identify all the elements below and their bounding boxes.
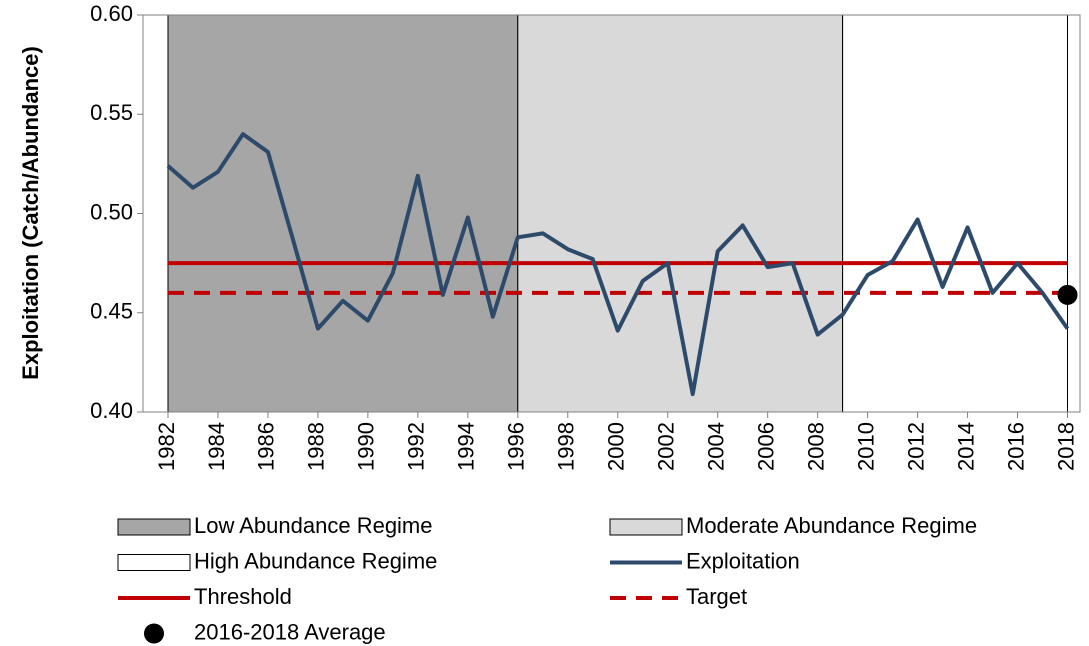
x-tick-label: 1986 bbox=[254, 422, 279, 471]
y-axis-label: Exploitation (Catch/Abundance) bbox=[18, 46, 43, 380]
x-tick-label: 2018 bbox=[1053, 422, 1078, 471]
regime-band bbox=[167, 14, 519, 413]
x-tick-label: 2002 bbox=[654, 422, 679, 471]
x-tick-label: 1982 bbox=[154, 422, 179, 471]
data-line bbox=[166, 132, 1070, 397]
legend-label: Exploitation bbox=[686, 548, 800, 573]
average-marker bbox=[1057, 284, 1078, 305]
x-tick-label: 1992 bbox=[404, 422, 429, 471]
legend-swatch bbox=[144, 623, 164, 644]
x-tick-label: 2006 bbox=[753, 422, 778, 471]
x-tick-label: 1988 bbox=[304, 422, 329, 471]
legend-swatch bbox=[117, 554, 191, 571]
legend-label: Moderate Abundance Regime bbox=[686, 513, 977, 538]
legend-label: Target bbox=[686, 584, 747, 609]
x-tick-label: 2008 bbox=[803, 422, 828, 471]
x-tick-label: 2000 bbox=[604, 422, 629, 471]
x-tick-label: 1984 bbox=[204, 422, 229, 471]
legend-swatch bbox=[117, 518, 191, 536]
y-tick-label: 0.50 bbox=[90, 199, 133, 224]
regime-band bbox=[842, 14, 1069, 413]
x-tick-label: 2010 bbox=[853, 422, 878, 471]
y-tick-label: 0.60 bbox=[90, 1, 133, 26]
x-tick-label: 1994 bbox=[454, 422, 479, 471]
x-tick-label: 2012 bbox=[903, 422, 928, 471]
legend-swatch bbox=[609, 518, 683, 536]
x-tick-label: 1990 bbox=[354, 422, 379, 471]
x-tick-label: 2004 bbox=[704, 422, 729, 471]
legend-label: Threshold bbox=[194, 584, 292, 609]
legend-label: 2016-2018 Average bbox=[194, 619, 386, 644]
legend-label: Low Abundance Regime bbox=[194, 513, 433, 538]
y-tick-label: 0.55 bbox=[90, 100, 133, 125]
x-tick-label: 2016 bbox=[1003, 422, 1028, 471]
x-tick-label: 1996 bbox=[504, 422, 529, 471]
x-tick-label: 2014 bbox=[953, 422, 978, 471]
legend-label: High Abundance Regime bbox=[194, 548, 437, 573]
regime-band bbox=[517, 14, 844, 413]
x-tick-label: 1998 bbox=[554, 422, 579, 471]
y-tick-label: 0.45 bbox=[90, 299, 133, 324]
y-tick-label: 0.40 bbox=[90, 398, 133, 423]
